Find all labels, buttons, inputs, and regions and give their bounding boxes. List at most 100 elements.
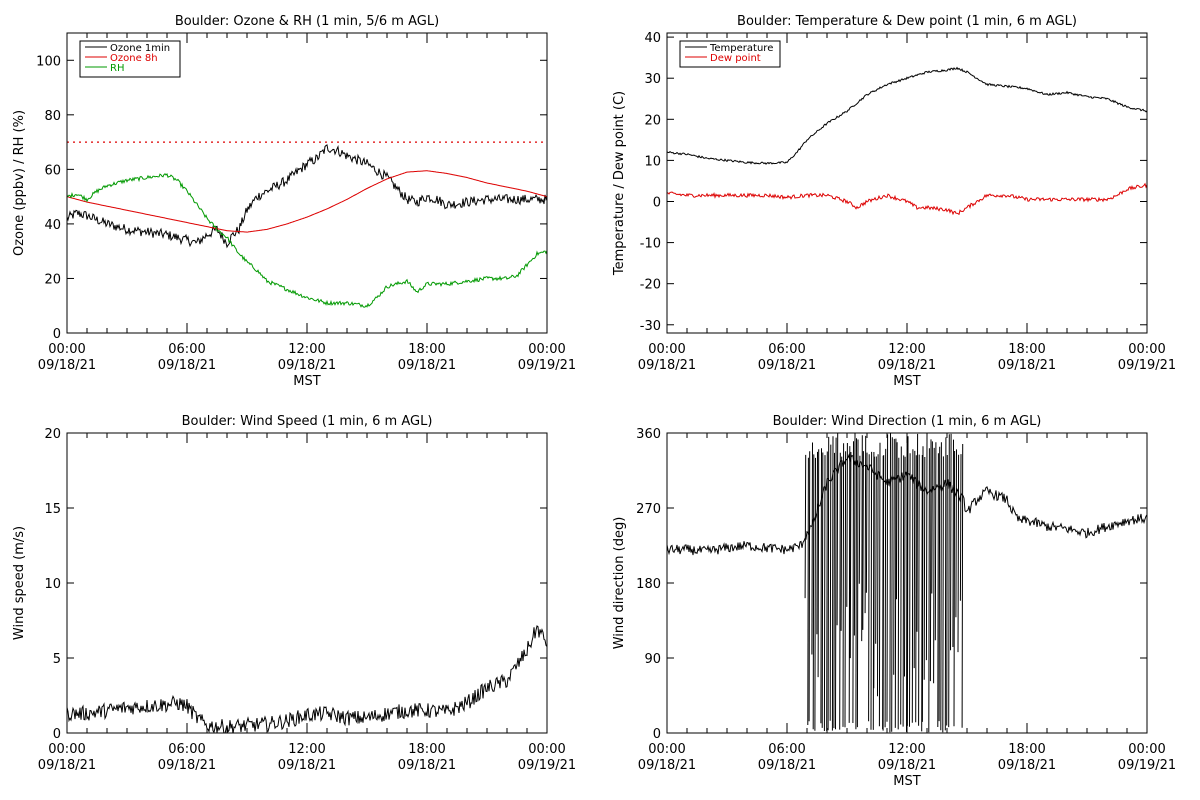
x-axis-label: MST [893,374,920,389]
plot-frame [66,32,548,334]
y-tick-label: 30 [644,72,661,87]
y-tick-label: 0 [53,327,61,342]
plot-frame [666,32,1148,334]
x-tick-label-time: 00:00 [48,342,85,357]
legend-label: Ozone 8h [110,53,158,64]
x-axis-label: MST [293,374,320,389]
x-tick-label-date: 09/18/21 [38,758,96,773]
y-tick-label: 15 [44,502,61,517]
x-tick-label-time: 06:00 [768,742,805,757]
y-tick-label: -10 [640,237,661,252]
x-tick-label-time: 18:00 [408,342,445,357]
y-tick-label: 20 [44,272,61,287]
x-tick-label-time: 00:00 [48,742,85,757]
x-tick-label-date: 09/18/21 [158,358,216,373]
series-line-ozone-1min [67,144,547,249]
y-tick-label: 90 [644,652,661,667]
x-axis-label: MST [893,774,920,789]
chart-temp: Boulder: Temperature & Dew point (1 min,… [612,14,1176,389]
y-tick-label: -20 [640,278,661,293]
x-tick-label-time: 18:00 [1008,742,1045,757]
legend-label: Temperature [709,43,773,54]
x-tick-label-date: 09/18/21 [878,358,936,373]
x-tick-label-date: 09/18/21 [398,358,456,373]
x-tick-label-time: 12:00 [288,342,325,357]
y-tick-label: 10 [644,154,661,169]
y-axis-label: Ozone (ppbv) / RH (%) [12,110,27,256]
x-tick-label-date: 09/19/21 [518,758,576,773]
y-tick-label: 0 [53,727,61,742]
y-axis-label: Temperature / Dew point (C) [612,91,627,276]
x-tick-label-date: 09/18/21 [398,758,456,773]
chart-wspd: Boulder: Wind Speed (1 min, 6 m AGL) 0 5 10… [12,414,576,773]
x-tick-label-time: 12:00 [888,742,925,757]
direction-spikes [804,433,964,733]
series-line-temperature [667,66,1147,165]
series-line-rh [67,173,547,308]
x-tick-label-date: 09/18/21 [758,358,816,373]
series-line-ozone-8h [67,170,547,233]
x-tick-label-time: 00:00 [528,342,565,357]
y-tick-label: 0 [653,195,661,210]
x-tick-label-time: 00:00 [1128,742,1165,757]
x-tick-label-date: 09/18/21 [758,758,816,773]
plot-frame [666,432,1148,734]
x-tick-label-time: 06:00 [768,342,805,357]
x-tick-label-date: 09/19/21 [1118,358,1176,373]
legend-box [679,40,781,68]
x-tick-label-time: 18:00 [408,742,445,757]
plot-area [67,141,547,308]
legend-label: Dew point [710,53,761,64]
chart-title: Boulder: Temperature & Dew point (1 min,… [737,14,1077,29]
plot-area [667,433,1147,733]
x-tick-label-time: 06:00 [168,342,205,357]
legend-label: RH [110,63,124,74]
x-tick-label-date: 09/18/21 [998,358,1056,373]
y-tick-label: 5 [53,652,61,667]
x-tick-label-date: 09/18/21 [278,358,336,373]
x-tick-label-time: 18:00 [1008,342,1045,357]
y-tick-label: 180 [636,577,661,592]
y-tick-label: 60 [44,163,61,178]
y-axis-label: Wind speed (m/s) [12,526,27,640]
plot-area [67,625,547,733]
x-tick-label-date: 09/18/21 [638,358,696,373]
plot-frame [66,432,548,734]
x-tick-label-time: 00:00 [528,742,565,757]
plot-area [667,66,1147,216]
x-tick-label-time: 00:00 [648,742,685,757]
legend-label: Ozone 1min [110,43,170,54]
x-tick-label-time: 12:00 [888,342,925,357]
y-tick-label: 270 [636,502,661,517]
y-tick-label: 40 [44,218,61,233]
x-tick-label-date: 09/18/21 [638,758,696,773]
y-tick-label: 20 [644,113,661,128]
x-tick-label-time: 06:00 [168,742,205,757]
y-tick-label: 100 [36,54,61,69]
chart-title: Boulder: Wind Speed (1 min, 6 m AGL) [182,414,433,429]
x-tick-label-time: 00:00 [648,342,685,357]
x-tick-label-date: 09/18/21 [998,758,1056,773]
series-line-dew-point [667,182,1147,216]
x-tick-label-date: 09/18/21 [38,358,96,373]
y-tick-label: -30 [640,319,661,334]
y-tick-label: 20 [44,427,61,442]
series-line-wspd-0 [67,625,547,733]
y-tick-label: 360 [636,427,661,442]
chart-wdir: Boulder: Wind Direction (1 min, 6 m AGL)… [612,414,1176,789]
y-axis-label: Wind direction (deg) [612,517,627,650]
x-tick-label-date: 09/19/21 [1118,758,1176,773]
x-tick-label-date: 09/18/21 [278,758,336,773]
chart-title: Boulder: Ozone & RH (1 min, 5/6 m AGL) [175,14,439,29]
y-tick-label: 0 [653,727,661,742]
x-tick-label-date: 09/18/21 [878,758,936,773]
x-tick-label-time: 00:00 [1128,342,1165,357]
y-tick-label: 80 [44,109,61,124]
x-tick-label-date: 09/18/21 [158,758,216,773]
y-tick-label: 10 [44,577,61,592]
chart-title: Boulder: Wind Direction (1 min, 6 m AGL) [773,414,1042,429]
chart-ozone: Boulder: Ozone & RH (1 min, 5/6 m AGL) 0 2… [12,14,576,389]
y-tick-label: 40 [644,31,661,46]
x-tick-label-date: 09/19/21 [518,358,576,373]
